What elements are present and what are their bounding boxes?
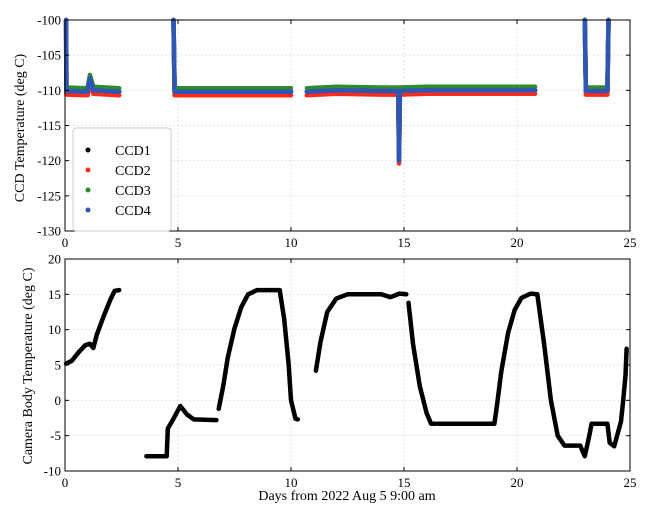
bottom-y-tick-label-3: 5: [55, 358, 62, 373]
top-x-tick-label-0: 0: [62, 235, 69, 250]
legend: CCD1 CCD2 CCD3 CCD4: [72, 127, 172, 232]
bottom-series-series: [63, 287, 629, 459]
legend-marker-ccd3: [85, 187, 91, 193]
top-series-ccd4: [63, 17, 611, 163]
bottom-series-segment-2: [216, 287, 282, 412]
top-ccd1-segment-3: [582, 17, 611, 94]
legend-marker-ccd4: [85, 207, 91, 213]
bottom-y-tick-label-0: 20: [48, 252, 61, 267]
top-ccd2-segment-1: [171, 17, 294, 98]
top-y-tick-label-2: -110: [38, 83, 61, 98]
legend-label-ccd1: CCD1: [115, 144, 151, 159]
top-ccd3-segment-1: [171, 17, 294, 91]
bottom-series-segment-0: [63, 287, 122, 366]
bottom-y-tick-label-5: -5: [50, 428, 61, 443]
bottom-series-segment-6: [435, 291, 540, 426]
bottom-y-tick-label-4: 0: [55, 393, 62, 408]
top-x-tick-label-1: 5: [175, 235, 182, 250]
bottom-y-tick-label-2: 10: [48, 322, 61, 337]
top-y-tick-label-6: -130: [37, 224, 61, 239]
top-ccd4-segment-0: [63, 17, 122, 94]
bottom-x-tick-label-5: 25: [624, 475, 637, 490]
ccd-temperature-panel: 0 5 10 15 20 25 -100 -105 -110 -115 -120 -125 -130: [37, 13, 636, 251]
top-y-tick-label-1: -105: [37, 48, 61, 63]
top-ccd3-segment-0: [63, 17, 122, 91]
bottom-x-tick-label-0: 0: [62, 475, 69, 490]
camera-body-temperature-y-axis-label: Camera Body Temperature (deg C): [21, 267, 36, 464]
top-ccd3-segment-3: [582, 17, 611, 90]
bottom-y-tick-label-1: 15: [48, 287, 61, 302]
top-y-tick-label-5: -125: [37, 188, 61, 203]
top-y-tick-label-0: -100: [37, 13, 61, 28]
bottom-series-segment-7: [535, 292, 629, 459]
legend-marker-ccd1: [85, 147, 91, 153]
top-x-tick-label-3: 15: [398, 235, 411, 250]
top-ccd2-segment-2: [304, 91, 538, 166]
bottom-series-segment-5: [406, 300, 438, 426]
top-x-tick-label-2: 10: [285, 235, 298, 250]
bottom-series-segment-1: [144, 403, 219, 459]
top-ccd4-segment-1: [171, 17, 294, 94]
legend-label-ccd2: CCD2: [115, 164, 151, 179]
bottom-x-tick-label-4: 20: [511, 475, 524, 490]
top-ccd1-segment-1: [171, 17, 294, 94]
bottom-series-segment-3: [277, 287, 301, 422]
bottom-y-tick-label-6: -10: [44, 464, 61, 479]
legend-label-ccd3: CCD3: [115, 184, 151, 199]
bottom-series-segment-4: [313, 291, 409, 373]
legend-marker-ccd2: [85, 167, 91, 173]
bottom-x-tick-label-3: 15: [398, 475, 411, 490]
bottom-x-tick-label-2: 10: [285, 475, 298, 490]
ccd-temperature-y-axis-label: CCD Temperature (deg C): [13, 53, 28, 202]
top-ccd4-segment-2: [304, 88, 538, 163]
top-y-tick-label-4: -120: [37, 153, 61, 168]
legend-box: [72, 127, 172, 232]
top-ccd3-segment-2: [304, 84, 538, 161]
camera-body-temperature-panel: 0 5 10 15 20 25 20 15 10 5 0 -5 -10: [44, 252, 637, 491]
bottom-x-tick-label-1: 5: [175, 475, 182, 490]
top-y-tick-label-3: -115: [38, 118, 61, 133]
x-axis-label: Days from 2022 Aug 5 9:00 am: [258, 489, 435, 504]
legend-label-ccd4: CCD4: [115, 204, 151, 219]
top-x-tick-label-5: 25: [624, 235, 637, 250]
top-ccd4-segment-3: [582, 17, 611, 94]
top-x-tick-label-4: 20: [511, 235, 524, 250]
top-ccd2-segment-3: [582, 17, 611, 97]
